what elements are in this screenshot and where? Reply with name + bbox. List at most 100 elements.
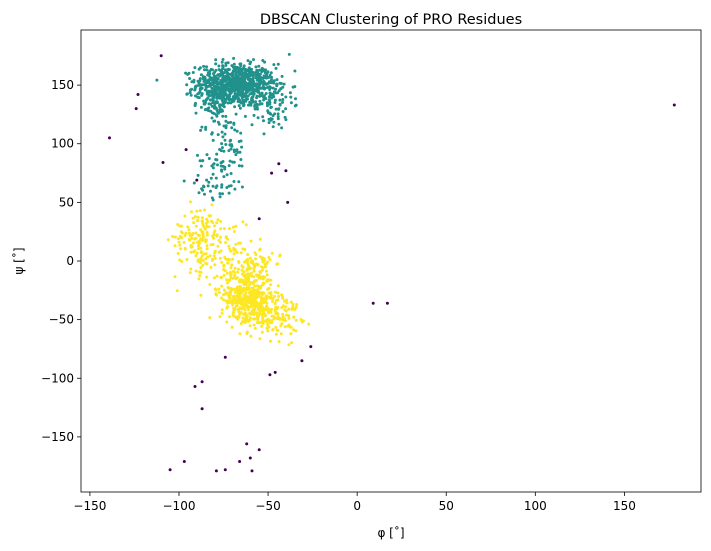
data-point — [202, 252, 206, 256]
data-point — [236, 285, 239, 289]
data-point — [190, 210, 193, 214]
data-point — [258, 248, 262, 252]
data-point — [249, 103, 253, 107]
data-point — [261, 281, 265, 285]
data-point — [221, 67, 224, 71]
data-point — [241, 265, 245, 269]
data-point — [232, 287, 236, 291]
data-point — [222, 149, 226, 153]
data-point — [220, 185, 224, 189]
data-point — [251, 261, 255, 265]
data-point — [231, 301, 235, 305]
data-point — [257, 217, 261, 221]
data-point — [190, 233, 194, 237]
data-point — [242, 283, 246, 286]
data-point — [243, 318, 247, 322]
data-point — [194, 101, 197, 105]
data-point — [224, 235, 228, 239]
data-point — [244, 287, 248, 290]
data-point — [196, 92, 200, 96]
data-point — [211, 138, 215, 142]
data-point — [267, 325, 271, 329]
data-point — [273, 302, 277, 305]
data-point — [241, 299, 244, 303]
data-point — [258, 311, 262, 314]
chart-title: DBSCAN Clustering of PRO Residues — [260, 12, 522, 28]
data-point — [246, 97, 249, 101]
y-axis-label: ψ [˚] — [11, 247, 26, 274]
data-point — [229, 172, 233, 175]
data-point — [211, 243, 215, 246]
data-point — [223, 101, 227, 105]
data-point — [247, 287, 251, 291]
data-point — [226, 61, 230, 65]
data-point — [222, 124, 226, 128]
data-point — [214, 288, 218, 292]
data-point — [257, 68, 261, 72]
data-point — [196, 215, 200, 219]
data-point — [248, 324, 252, 328]
data-point — [260, 293, 264, 297]
data-point — [289, 95, 293, 99]
data-point — [183, 214, 187, 218]
data-point — [199, 83, 203, 87]
data-point — [269, 112, 273, 116]
data-point — [246, 69, 250, 73]
data-point — [261, 315, 265, 319]
data-point — [214, 62, 218, 66]
data-point — [276, 91, 280, 95]
data-point — [206, 255, 210, 259]
data-point — [258, 270, 262, 273]
data-point — [291, 85, 295, 89]
data-point — [259, 286, 263, 290]
data-point — [230, 90, 234, 94]
data-point — [236, 317, 240, 321]
data-point — [219, 235, 222, 239]
data-point — [250, 91, 253, 95]
data-point — [254, 65, 258, 69]
data-point — [216, 218, 220, 222]
data-point — [220, 275, 224, 279]
data-point — [192, 241, 195, 245]
data-point — [242, 83, 246, 87]
data-point — [220, 260, 224, 264]
data-point — [213, 229, 217, 233]
data-point — [244, 93, 248, 96]
data-point — [232, 80, 236, 83]
data-point — [192, 181, 196, 185]
data-point — [274, 299, 278, 303]
data-point — [237, 180, 241, 184]
data-point — [266, 287, 270, 291]
data-point — [268, 321, 272, 325]
data-point — [214, 101, 218, 105]
data-point — [180, 236, 184, 240]
data-point — [244, 275, 247, 279]
data-point — [237, 164, 241, 168]
data-point — [265, 294, 269, 298]
data-point — [277, 107, 280, 111]
data-point — [199, 128, 203, 132]
data-point — [200, 250, 203, 254]
data-point — [276, 262, 280, 266]
data-point — [237, 310, 241, 314]
data-point — [208, 84, 212, 88]
data-point — [222, 263, 226, 267]
data-point — [230, 126, 234, 130]
data-point — [249, 85, 253, 89]
data-point — [253, 284, 257, 288]
data-point — [215, 96, 219, 100]
data-point — [210, 203, 214, 207]
data-point — [257, 448, 261, 452]
data-point — [182, 179, 186, 183]
data-point — [255, 288, 259, 292]
data-point — [212, 74, 216, 78]
data-point — [249, 239, 253, 243]
data-point — [284, 169, 288, 173]
data-point — [200, 254, 204, 258]
data-point — [252, 92, 256, 96]
data-point — [197, 67, 201, 71]
data-point — [229, 289, 233, 293]
data-point — [222, 80, 225, 84]
data-point — [213, 70, 217, 74]
